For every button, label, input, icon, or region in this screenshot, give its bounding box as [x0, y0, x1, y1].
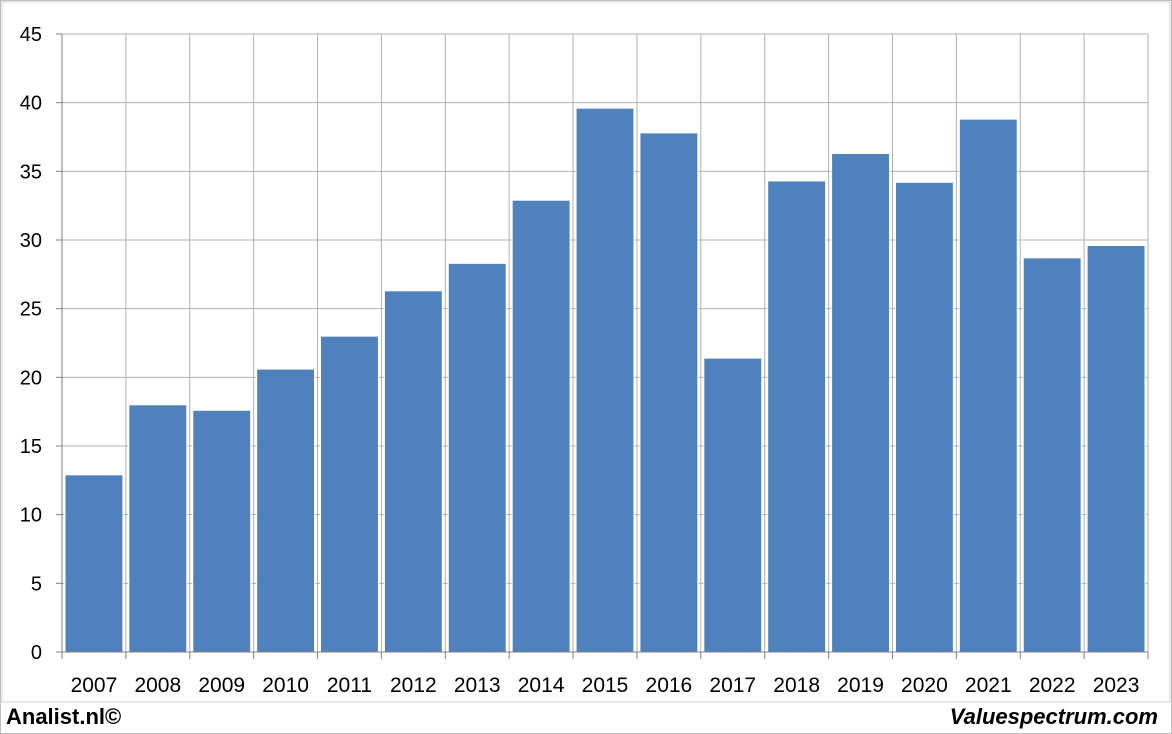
x-tick-label: 2008	[134, 674, 181, 697]
source-credit-right: Valuespectrum.com	[949, 704, 1158, 729]
x-tick-label: 2018	[773, 674, 820, 697]
y-tick-label: 15	[20, 436, 42, 458]
bar-2021	[958, 118, 1018, 653]
bar-2015	[575, 107, 635, 653]
y-tick-label: 35	[20, 161, 42, 183]
source-credit-left: Analist.nl©	[6, 704, 122, 729]
y-tick-labels: 0 5 10 15 20 25 30 35 40 45	[20, 24, 42, 664]
y-tick-label: 20	[20, 367, 42, 389]
x-tick-label: 2012	[390, 674, 437, 697]
bar-2022	[1022, 257, 1082, 653]
bar-2008	[128, 404, 188, 653]
x-tick-label: 2010	[262, 674, 309, 697]
bar-2007	[64, 474, 124, 653]
bar-2014	[511, 199, 571, 653]
x-tick-labels: 2007 2008 2009 2010 2011 2012 2013 2014 2015 2016…	[71, 674, 1140, 697]
x-tick-label: 2023	[1093, 674, 1140, 697]
x-tick-label: 2007	[71, 674, 118, 697]
bar-2019	[831, 152, 890, 653]
bar-2016	[639, 132, 699, 653]
bar-2010	[256, 368, 316, 653]
bar-2020	[894, 181, 954, 653]
y-tick-label: 10	[20, 505, 42, 527]
x-tick-label: 2016	[646, 674, 693, 697]
y-tick-label: 30	[20, 230, 42, 252]
y-tick-label: 5	[31, 573, 42, 595]
x-tick-label: 2013	[454, 674, 501, 697]
y-tick-label: 0	[31, 642, 42, 664]
bar-2012	[383, 290, 443, 653]
bar-2023	[1086, 244, 1146, 653]
x-tick-label: 2021	[965, 674, 1012, 697]
y-tick-label: 45	[20, 24, 42, 46]
x-tick-label: 2022	[1029, 674, 1076, 697]
x-tick-label: 2015	[582, 674, 629, 697]
bar-2013	[447, 262, 507, 653]
bar-2018	[767, 180, 827, 653]
x-tick-label: 2017	[709, 674, 756, 697]
bar-2017	[703, 357, 763, 653]
bar-2009	[192, 409, 252, 653]
bars	[64, 107, 1146, 653]
y-tick-label: 40	[20, 93, 42, 115]
x-tick-label: 2011	[327, 674, 372, 697]
axes	[56, 33, 1149, 659]
x-tick-label: 2020	[901, 674, 948, 697]
y-tick-label: 25	[20, 299, 42, 321]
bar-2011	[320, 335, 379, 653]
x-tick-label: 2019	[837, 674, 884, 697]
x-tick-label: 2009	[198, 674, 245, 697]
x-tick-label: 2014	[518, 674, 565, 697]
